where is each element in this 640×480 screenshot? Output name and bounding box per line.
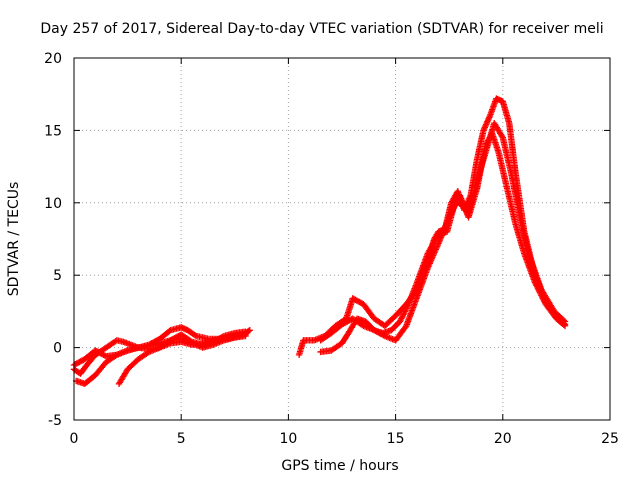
x-tick-label: 0 — [70, 431, 79, 447]
data-point — [541, 298, 548, 305]
tick-labels: 0 5 10 15 20 25 -5 0 5 10 15 20 — [44, 51, 619, 447]
data-point — [400, 309, 408, 317]
data-point — [498, 132, 506, 140]
data-point — [534, 285, 542, 292]
data-point — [535, 286, 542, 293]
grid-lines — [74, 58, 610, 420]
data-points — [70, 95, 569, 387]
data-point — [452, 201, 459, 208]
x-tick-label: 25 — [601, 431, 619, 447]
data-point — [398, 313, 406, 321]
series-track-4 — [115, 332, 249, 387]
data-point — [561, 322, 569, 330]
data-point — [400, 311, 407, 318]
y-tick-label: -5 — [48, 413, 62, 429]
x-tick-label: 5 — [177, 431, 186, 447]
data-point — [403, 303, 411, 311]
data-point — [242, 332, 249, 340]
data-point — [404, 302, 411, 309]
data-point — [446, 214, 453, 221]
y-tick-label: 0 — [53, 341, 62, 357]
data-point — [447, 211, 454, 218]
data-point — [531, 279, 539, 286]
series-track-5 — [295, 95, 569, 359]
data-point — [448, 209, 455, 217]
data-point — [540, 296, 547, 304]
series-track-7 — [317, 130, 569, 344]
data-point — [402, 306, 409, 314]
data-point — [245, 327, 252, 335]
data-point — [451, 203, 458, 211]
data-point — [380, 332, 387, 339]
x-tick-label: 15 — [387, 431, 405, 447]
data-point — [449, 206, 456, 214]
data-point — [403, 305, 410, 312]
data-point — [397, 316, 404, 324]
data-point — [448, 208, 456, 215]
x-tick-label: 20 — [494, 431, 512, 447]
data-point — [398, 315, 405, 322]
chart-title: Day 257 of 2017, Sidereal Day-to-day VTE… — [40, 21, 603, 37]
axis-ticks — [73, 57, 611, 421]
data-point — [532, 280, 539, 288]
y-tick-label: 20 — [44, 51, 62, 67]
y-axis-label: SDTVAR / TECUs — [6, 182, 22, 297]
data-point — [538, 293, 546, 301]
data-point — [453, 199, 460, 206]
data-point — [399, 312, 406, 319]
data-point — [538, 292, 545, 299]
data-point — [533, 282, 540, 289]
x-tick-label: 10 — [279, 431, 297, 447]
data-point — [536, 287, 543, 295]
data-point — [450, 205, 457, 212]
data-point — [191, 331, 199, 339]
data-point — [401, 308, 409, 315]
data-point — [246, 327, 254, 334]
data-point — [533, 283, 541, 290]
data-point — [537, 290, 544, 298]
data-point — [451, 202, 459, 209]
data-point — [560, 321, 567, 329]
y-tick-label: 15 — [44, 123, 62, 139]
x-axis-label: GPS time / hours — [281, 458, 398, 474]
data-point — [539, 295, 547, 302]
y-tick-label: 5 — [53, 268, 62, 284]
plot-frame — [73, 57, 611, 421]
data-point — [446, 212, 454, 220]
data-point — [536, 289, 544, 296]
y-tick-label: 10 — [44, 196, 62, 212]
data-point — [396, 318, 404, 325]
